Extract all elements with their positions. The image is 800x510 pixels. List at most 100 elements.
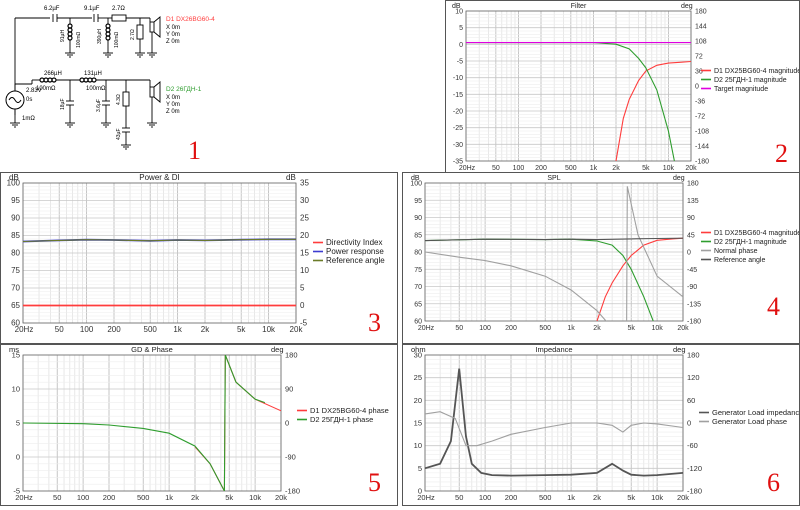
y-axis-unit-right: deg xyxy=(673,175,685,182)
series-line xyxy=(23,355,266,491)
y-tick-label-right: -72 xyxy=(695,114,705,121)
x-tick-label: 20k xyxy=(677,493,689,502)
y-tick-label-right: -90 xyxy=(285,453,296,462)
chart-title: Power & DI xyxy=(139,173,179,182)
x-tick-label: 500 xyxy=(144,325,158,334)
legend-entry: D1 DX25BG60-4 phase xyxy=(310,406,389,415)
y-tick-label-right: -36 xyxy=(695,99,705,106)
x-tick-label: 5k xyxy=(225,493,233,502)
x-tick-label: 500 xyxy=(137,493,150,502)
crossover-schematic: 2.83V 0s 1mΩ 6.2µF 9.1µF 2.7Ω 91µH 100mΩ 390µH 10… xyxy=(5,6,215,150)
x-tick-label: 10k xyxy=(651,325,663,332)
y-tick-label-left: 75 xyxy=(11,266,20,275)
driver-d1-coord: Y 0m xyxy=(166,32,180,38)
y-tick-label-left: -30 xyxy=(453,142,463,149)
x-tick-label: 5k xyxy=(642,165,650,172)
y-tick-label-left: 80 xyxy=(414,250,422,257)
series-line xyxy=(466,42,675,161)
y-tick-label-right: 180 xyxy=(695,9,707,16)
x-tick-label: 20Hz xyxy=(459,165,476,172)
x-tick-label: 20k xyxy=(290,325,304,334)
driver-d2-coord: Z 0m xyxy=(166,109,180,115)
x-tick-label: 500 xyxy=(539,325,551,332)
y-tick-label-left: -5 xyxy=(13,487,20,496)
y-tick-label-left: 85 xyxy=(11,231,20,240)
y-tick-label-left: 80 xyxy=(11,249,20,258)
y-tick-label-left: 70 xyxy=(414,284,422,291)
panel-number-3-label: 3 xyxy=(368,308,381,337)
y-tick-label-right: 90 xyxy=(285,385,293,394)
series-line xyxy=(425,411,683,447)
part-label: 2.7Ω xyxy=(112,6,125,12)
y-tick-label-right: 30 xyxy=(300,196,309,205)
panel-number-4: 4 xyxy=(767,292,780,321)
plot-frame xyxy=(22,182,297,324)
y-tick-label-left: 15 xyxy=(12,351,20,360)
part-label: 390µH xyxy=(97,29,103,44)
y-tick-label-left: 65 xyxy=(11,301,20,310)
y-tick-label-right: 10 xyxy=(300,266,309,275)
y-tick-label-right: -108 xyxy=(695,129,709,136)
y-tick-label-right: 120 xyxy=(687,373,700,382)
y-tick-label-left: 5 xyxy=(459,25,463,32)
y-tick-label-left: 0 xyxy=(418,487,422,496)
inductor-l1 xyxy=(67,23,73,29)
x-tick-label: 100 xyxy=(479,493,492,502)
part-label: 100mΩ xyxy=(86,86,106,92)
part-label: 100mΩ xyxy=(36,86,56,92)
x-tick-label: 1k xyxy=(590,165,598,172)
part-label: 100mΩ xyxy=(76,31,82,48)
y-tick-label-right: -180 xyxy=(687,487,702,496)
x-tick-label: 20k xyxy=(275,493,287,502)
x-tick-label: 200 xyxy=(505,493,518,502)
chart-title: GD & Phase xyxy=(131,345,173,354)
driver-d1-speaker xyxy=(153,16,161,38)
legend-entry: Generator Load impedance xyxy=(712,408,799,417)
x-tick-label: 50 xyxy=(455,325,463,332)
y-tick-label-right: -144 xyxy=(695,144,709,151)
driver-d1-coord: X 0m xyxy=(166,25,180,31)
y-axis-unit-right: dB xyxy=(286,173,296,182)
legend-entry: Target magnitude xyxy=(714,86,768,93)
y-tick-label-right: -180 xyxy=(285,487,300,496)
x-tick-label: 2k xyxy=(612,165,620,172)
y-tick-label-right: 72 xyxy=(695,54,703,61)
driver-d1-speaker xyxy=(149,21,155,33)
inductor-l4 xyxy=(91,77,97,83)
driver-d2-speaker xyxy=(153,81,161,103)
legend-entry: Power response xyxy=(326,247,384,256)
x-tick-label: 2k xyxy=(201,325,210,334)
y-tick-label-left: -15 xyxy=(453,92,463,99)
y-tick-label-right: 144 xyxy=(695,24,707,31)
gd-phase-panel: 15 10 5 0 -5 180 90 0 -90 -180 20Hz 50 100 200 500 1k 2k… xyxy=(0,344,398,506)
inductor-l1 xyxy=(67,27,73,33)
legend-entry: Reference angle xyxy=(326,256,385,265)
part-label: 43µF xyxy=(116,129,122,141)
x-tick-label: 10k xyxy=(249,493,261,502)
y-tick-label-left: 95 xyxy=(414,198,422,205)
y-tick-label-right: -180 xyxy=(687,319,701,326)
x-tick-label: 20Hz xyxy=(418,325,435,332)
y-tick-label-left: 10 xyxy=(414,441,422,450)
x-tick-label: 50 xyxy=(55,325,64,334)
x-tick-label: 200 xyxy=(103,493,116,502)
y-tick-label-left: 100 xyxy=(7,179,21,188)
x-tick-label: 20k xyxy=(685,165,697,172)
panel-number-6: 6 xyxy=(767,468,780,497)
inductor-l2 xyxy=(105,35,111,41)
spl-panel: 100 95 90 85 80 75 70 65 60 180 135 90 45 0 -45 -90 -135… xyxy=(402,172,800,344)
panel-number-1: 1 xyxy=(188,136,201,165)
x-tick-label: 50 xyxy=(492,165,500,172)
x-tick-label: 100 xyxy=(513,165,525,172)
source-resistance: 1mΩ xyxy=(22,116,35,122)
y-tick-label-right: 45 xyxy=(687,232,695,239)
legend-entry: D1 DX25BG60-4 magnitude xyxy=(714,230,799,237)
y-tick-label-left: 65 xyxy=(414,301,422,308)
impedance-panel: 30 25 20 15 10 5 0 180 120 60 0 -60 -120 -180 20Hz 50 10… xyxy=(402,344,800,506)
y-tick-label-right: 25 xyxy=(300,214,309,223)
plot-frame xyxy=(465,10,692,162)
inductor-l3 xyxy=(51,77,57,83)
inductor-l2 xyxy=(105,23,111,29)
y-tick-label-left: 5 xyxy=(418,464,422,473)
